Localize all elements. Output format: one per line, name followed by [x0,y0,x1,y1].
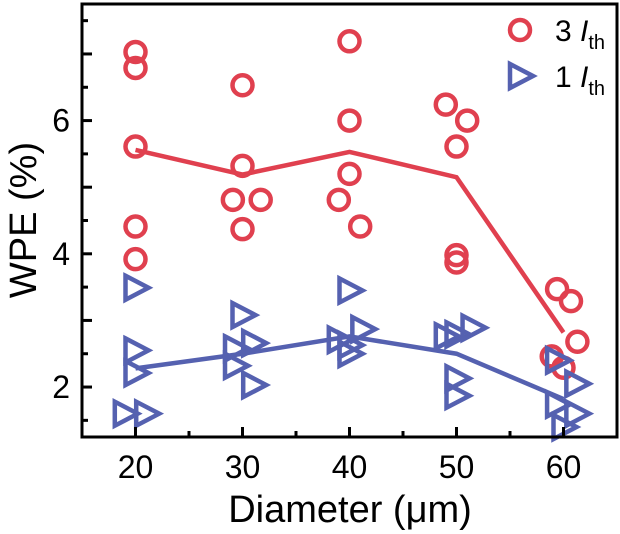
y-tick-label: 2 [52,369,70,405]
axis-ticks: 20 30 40 50 60 2 4 6 [52,19,582,485]
data-point-3ith [326,187,352,213]
legend-label-3ith: 3 Ith [555,15,605,54]
data-point-3ith [347,214,373,239]
x-tick-label: 50 [439,449,475,485]
data-point-3ith [444,134,469,159]
data-point-3ith [230,216,255,242]
x-tick-label: 40 [332,449,368,485]
data-point-1ith [337,338,368,370]
data-point-3ith [123,246,148,272]
data-point-3ith [337,29,362,54]
data-point-3ith [220,187,246,213]
data-point-1ith [123,334,154,367]
data-point-1ith [123,357,154,389]
data-point-3ith [544,276,570,302]
data-point-3ith [444,242,469,268]
data-point-3ith [444,250,469,275]
data-point-3ith [337,108,362,133]
plot-frame [80,2,619,439]
data-point-1ith [544,388,575,421]
data-point-3ith [123,55,148,81]
data-point-3ith [433,92,459,117]
data-point-1ith [444,318,475,351]
data-point-3ith [230,73,255,98]
data-point-3ith [248,187,273,213]
y-tick-label: 6 [52,103,70,139]
data-point-1ith [564,397,595,430]
data-point-1ith [337,274,368,307]
data-point-1ith [112,397,143,430]
data-point-1ith [240,369,272,401]
mean-line-3ith [134,147,566,334]
y-tick-label: 4 [52,236,70,272]
data-point-3ith [558,288,584,314]
x-tick-label: 30 [225,449,261,485]
legend: 3 Ith 1 Ith [507,15,605,100]
data-point-1ith [240,327,272,359]
legend-marker-1ith [507,60,538,92]
data-point-1ith [222,350,253,382]
data-point-3ith [123,214,148,239]
data-point-1ith [123,272,154,304]
data-point-1ith [350,313,381,345]
legend-marker-3ith [507,17,533,43]
data-point-3ith [337,161,362,187]
data-point-3ith [230,153,255,179]
data-point-1ith [133,397,165,430]
data-point-1ith [544,344,575,377]
data-point-1ith [444,362,475,395]
y-axis-label: WPE (%) [3,142,45,298]
data-point-1ith [230,299,261,331]
data-point-3ith [454,108,480,133]
legend-label-1ith: 1 Ith [555,61,605,100]
x-tick-label: 20 [118,449,154,485]
x-axis-label: Diameter (μm) [228,489,472,531]
data-point-3ith [123,39,148,65]
data-point-3ith [565,329,590,354]
data-point-1ith [564,367,595,400]
data-point-1ith [444,379,475,412]
data-point-1ith [222,332,253,365]
x-tick-label: 60 [546,449,582,485]
plot-marks [112,29,595,443]
data-point-1ith [460,312,491,344]
data-point-3ith [123,134,148,159]
